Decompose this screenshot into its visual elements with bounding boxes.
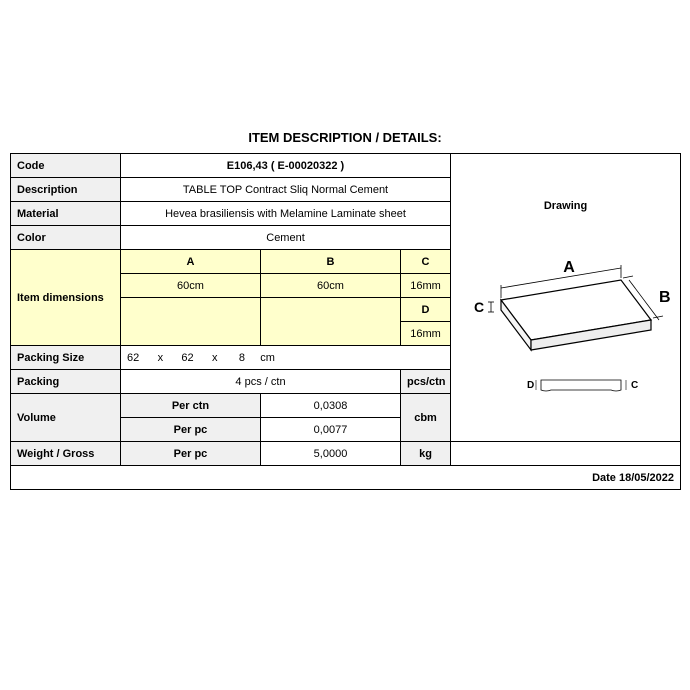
cbm-label: cbm	[401, 394, 451, 442]
dim-empty2	[261, 298, 401, 346]
edge-profile: D C	[527, 380, 638, 391]
volume-pc-value: 0,0077	[261, 418, 401, 442]
dim-b-header: B	[261, 250, 401, 274]
page-title: ITEM DESCRIPTION / DETAILS:	[10, 130, 680, 145]
color-value: Cement	[121, 226, 451, 250]
per-pc-label-2: Per pc	[121, 442, 261, 466]
dim-c-label: C	[473, 299, 483, 315]
kg-label: kg	[401, 442, 451, 466]
description-value: TABLE TOP Contract Sliq Normal Cement	[121, 178, 451, 202]
drawing-label: Drawing	[457, 176, 674, 220]
dim-c-header: C	[401, 250, 451, 274]
drawing-svg: A B C D	[461, 230, 671, 420]
material-label: Material	[11, 202, 121, 226]
profile-c-label: C	[631, 380, 638, 391]
item-dims-label: Item dimensions	[11, 250, 121, 346]
dim-a-value: 60cm	[121, 274, 261, 298]
packing-size-value: 62 x 62 x 8 cm	[121, 346, 451, 370]
volume-label: Volume	[11, 394, 121, 442]
per-ctn-label: Per ctn	[121, 394, 261, 418]
weight-label: Weight / Gross	[11, 442, 121, 466]
date-row: Date 18/05/2022	[11, 466, 681, 490]
date-cell: Date 18/05/2022	[11, 466, 681, 490]
packing-label: Packing	[11, 370, 121, 394]
dim-b-value: 60cm	[261, 274, 401, 298]
date-value: 18/05/2022	[619, 472, 674, 484]
table-row: Code E106,43 ( E-00020322 ) Drawing A	[11, 154, 681, 178]
dim-c-value: 16mm	[401, 274, 451, 298]
description-label: Description	[11, 178, 121, 202]
dim-b-label: B	[659, 289, 671, 306]
weight-value: 5,0000	[261, 442, 401, 466]
pcs-ctn-label: pcs/ctn	[401, 370, 451, 394]
packing-size-label: Packing Size	[11, 346, 121, 370]
profile-d-label: D	[527, 380, 534, 391]
volume-ctn-value: 0,0308	[261, 394, 401, 418]
dim-a-header: A	[121, 250, 261, 274]
dim-a-label: A	[563, 259, 575, 276]
code-label: Code	[11, 154, 121, 178]
code-value: E106,43 ( E-00020322 )	[121, 154, 451, 178]
dim-d-value: 16mm	[401, 322, 451, 346]
drawing-extend	[451, 442, 681, 466]
packing-value: 4 pcs / ctn	[121, 370, 401, 394]
date-label: Date	[592, 472, 616, 484]
spec-table: Code E106,43 ( E-00020322 ) Drawing A	[10, 153, 681, 490]
color-label: Color	[11, 226, 121, 250]
drawing-cell: Drawing A B	[451, 154, 681, 442]
material-value: Hevea brasiliensis with Melamine Laminat…	[121, 202, 451, 226]
dim-d-header: D	[401, 298, 451, 322]
per-pc-label-1: Per pc	[121, 418, 261, 442]
table-row: Weight / Gross Per pc 5,0000 kg	[11, 442, 681, 466]
dim-empty1	[121, 298, 261, 346]
